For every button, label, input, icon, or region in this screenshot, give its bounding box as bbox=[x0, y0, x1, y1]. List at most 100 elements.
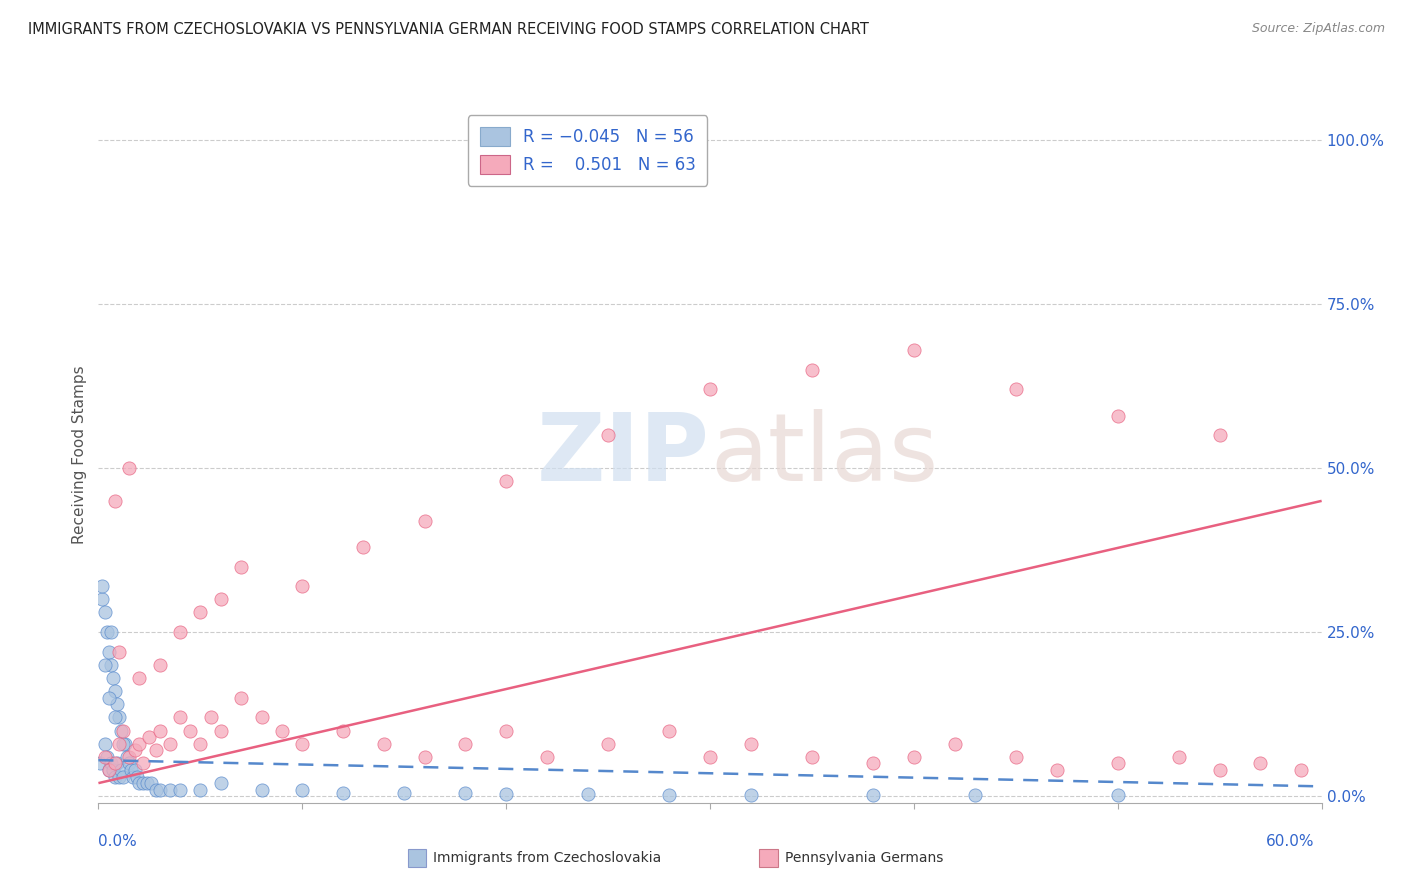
Point bbox=[1209, 763, 1232, 777]
Point bbox=[699, 382, 721, 396]
Point bbox=[159, 782, 181, 797]
Point bbox=[291, 579, 314, 593]
Point bbox=[454, 737, 477, 751]
Point bbox=[96, 749, 118, 764]
Point bbox=[270, 723, 294, 738]
Point bbox=[104, 756, 127, 771]
Point bbox=[658, 788, 681, 802]
Point bbox=[352, 540, 374, 554]
Text: 60.0%: 60.0% bbox=[1267, 834, 1315, 849]
Point bbox=[598, 428, 620, 442]
Point bbox=[250, 710, 273, 724]
Point bbox=[115, 749, 138, 764]
Point bbox=[209, 723, 232, 738]
Point bbox=[97, 645, 120, 659]
Point bbox=[495, 723, 517, 738]
Point bbox=[598, 737, 620, 751]
Point bbox=[93, 606, 115, 620]
Point bbox=[108, 645, 131, 659]
Point bbox=[91, 592, 114, 607]
Point bbox=[231, 559, 253, 574]
Point bbox=[291, 737, 314, 751]
Point bbox=[149, 723, 172, 738]
Point bbox=[118, 756, 141, 771]
Point bbox=[159, 737, 181, 751]
Text: atlas: atlas bbox=[710, 409, 938, 501]
Point bbox=[740, 788, 762, 802]
Point bbox=[100, 657, 122, 672]
Point bbox=[91, 579, 114, 593]
Point bbox=[104, 494, 127, 508]
Point bbox=[1004, 382, 1026, 396]
Point bbox=[200, 710, 222, 724]
Point bbox=[124, 743, 146, 757]
Point bbox=[132, 756, 155, 771]
Point bbox=[231, 690, 253, 705]
Point bbox=[862, 788, 884, 802]
Point bbox=[111, 770, 134, 784]
Point bbox=[454, 786, 477, 800]
Point bbox=[97, 763, 120, 777]
Point bbox=[801, 749, 824, 764]
Text: Source: ZipAtlas.com: Source: ZipAtlas.com bbox=[1251, 22, 1385, 36]
Point bbox=[118, 749, 141, 764]
Point bbox=[118, 461, 141, 475]
Point bbox=[179, 723, 201, 738]
Point bbox=[138, 730, 160, 744]
Point bbox=[97, 763, 120, 777]
Point bbox=[536, 749, 558, 764]
Point bbox=[141, 776, 163, 790]
Y-axis label: Receiving Food Stamps: Receiving Food Stamps bbox=[72, 366, 87, 544]
Point bbox=[93, 657, 115, 672]
Point bbox=[96, 625, 118, 640]
Point bbox=[169, 782, 191, 797]
Text: IMMIGRANTS FROM CZECHOSLOVAKIA VS PENNSYLVANIA GERMAN RECEIVING FOOD STAMPS CORR: IMMIGRANTS FROM CZECHOSLOVAKIA VS PENNSY… bbox=[28, 22, 869, 37]
Point bbox=[128, 737, 150, 751]
Point bbox=[93, 749, 115, 764]
Point bbox=[169, 625, 191, 640]
Point bbox=[291, 782, 314, 797]
Point bbox=[101, 763, 124, 777]
Point bbox=[740, 737, 762, 751]
Point bbox=[100, 625, 122, 640]
Point bbox=[93, 737, 115, 751]
Point bbox=[136, 776, 159, 790]
Point bbox=[149, 782, 172, 797]
Point bbox=[111, 723, 134, 738]
Point bbox=[209, 776, 232, 790]
Point bbox=[658, 723, 681, 738]
Point bbox=[1045, 763, 1069, 777]
Point bbox=[108, 737, 131, 751]
Point bbox=[110, 723, 132, 738]
Point bbox=[1004, 749, 1026, 764]
Point bbox=[132, 776, 155, 790]
Point bbox=[1167, 749, 1189, 764]
Point bbox=[145, 782, 167, 797]
Point bbox=[110, 763, 132, 777]
Point bbox=[100, 756, 122, 771]
Point bbox=[188, 606, 212, 620]
Point bbox=[104, 684, 127, 698]
Point bbox=[903, 749, 925, 764]
Point bbox=[124, 763, 146, 777]
Point bbox=[699, 749, 721, 764]
Point bbox=[114, 737, 136, 751]
Text: Pennsylvania Germans: Pennsylvania Germans bbox=[785, 851, 943, 865]
Point bbox=[105, 756, 128, 771]
Point bbox=[108, 710, 131, 724]
Point bbox=[1107, 788, 1129, 802]
Point bbox=[145, 743, 167, 757]
Point bbox=[209, 592, 232, 607]
Text: Immigrants from Czechoslovakia: Immigrants from Czechoslovakia bbox=[433, 851, 661, 865]
Point bbox=[392, 786, 416, 800]
Point bbox=[101, 671, 124, 685]
Point bbox=[250, 782, 273, 797]
Point bbox=[128, 671, 150, 685]
Point bbox=[120, 763, 142, 777]
Point bbox=[104, 710, 127, 724]
Point bbox=[1209, 428, 1232, 442]
Point bbox=[1291, 763, 1313, 777]
Point bbox=[373, 737, 395, 751]
Legend: R = −0.045   N = 56, R =    0.501   N = 63: R = −0.045 N = 56, R = 0.501 N = 63 bbox=[468, 115, 707, 186]
Point bbox=[105, 698, 128, 712]
